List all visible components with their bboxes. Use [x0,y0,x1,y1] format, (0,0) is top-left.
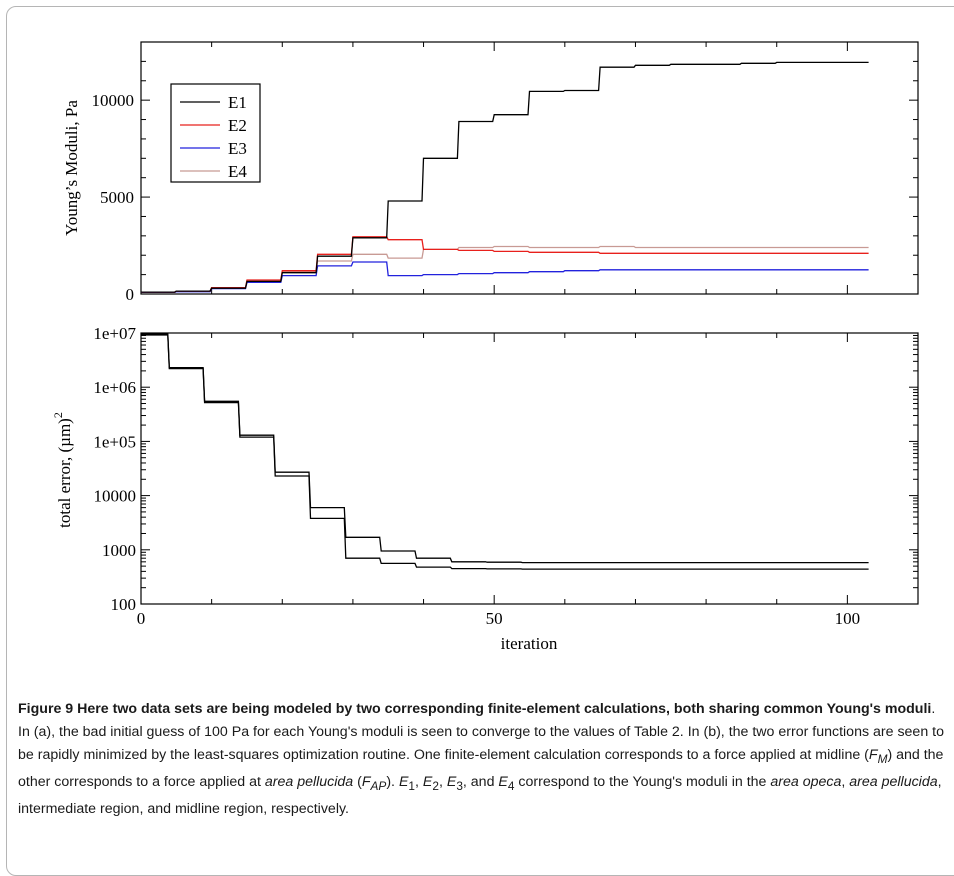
panel-b-ylabel: total error, (µm)2 [51,412,74,528]
panel-a-ticks: 0 5000 10000 [92,42,919,304]
panel-b: 0 50 100 100 1000 10000 1e+05 1e+06 1e+07 total … [51,324,919,653]
legend-box [170,83,261,183]
series-line-e2 [141,236,869,293]
panel-b-series [141,333,869,570]
legend-label-e1: E1 [228,93,247,112]
legend-label-e2: E2 [228,116,247,135]
series-line-e1 [141,61,869,293]
b-ytick-label-0: 100 [111,595,137,614]
panel-a-legend: E1 E2 E3 E4 [170,83,261,183]
b-ytick-label-2: 10000 [94,487,137,506]
a-ytick-label-2: 10000 [92,91,135,110]
b-ytick-label-3: 1e+05 [93,432,136,451]
panel-b-xlabel: iteration [501,634,558,653]
panel-b-axes-box [140,332,919,605]
b-ytick-label-4: 1e+06 [93,378,136,397]
caption-label: Figure 9 [18,701,74,717]
error-curve-1 [141,333,869,564]
caption-bold-title: Here two data sets are being modeled by … [77,701,932,717]
panel-a-axes-box [140,41,919,295]
b-xtick-label-2: 100 [835,609,861,628]
legend-label-e4: E4 [228,162,247,181]
b-ytick-label-5: 1e+07 [93,324,136,343]
b-ytick-label-1: 1000 [102,541,136,560]
error-curve-2 [141,334,869,570]
figure-caption: Figure 9 Here two data sets are being mo… [18,701,944,817]
b-xtick-label-0: 0 [137,609,146,628]
series-line-e3 [141,261,869,294]
panel-a: 0 5000 10000 Young’s Moduli, Pa E1 E2 E3 E4 [62,41,919,304]
panel-a-series [141,61,869,294]
a-ytick-label-0: 0 [126,285,135,304]
panel-b-ticks: 0 50 100 100 1000 10000 1e+05 1e+06 1e+07 [93,324,919,628]
b-xtick-label-1: 50 [486,609,503,628]
a-ytick-label-1: 5000 [100,188,134,207]
legend-label-e3: E3 [228,139,247,158]
panel-a-ylabel: Young’s Moduli, Pa [62,100,81,236]
